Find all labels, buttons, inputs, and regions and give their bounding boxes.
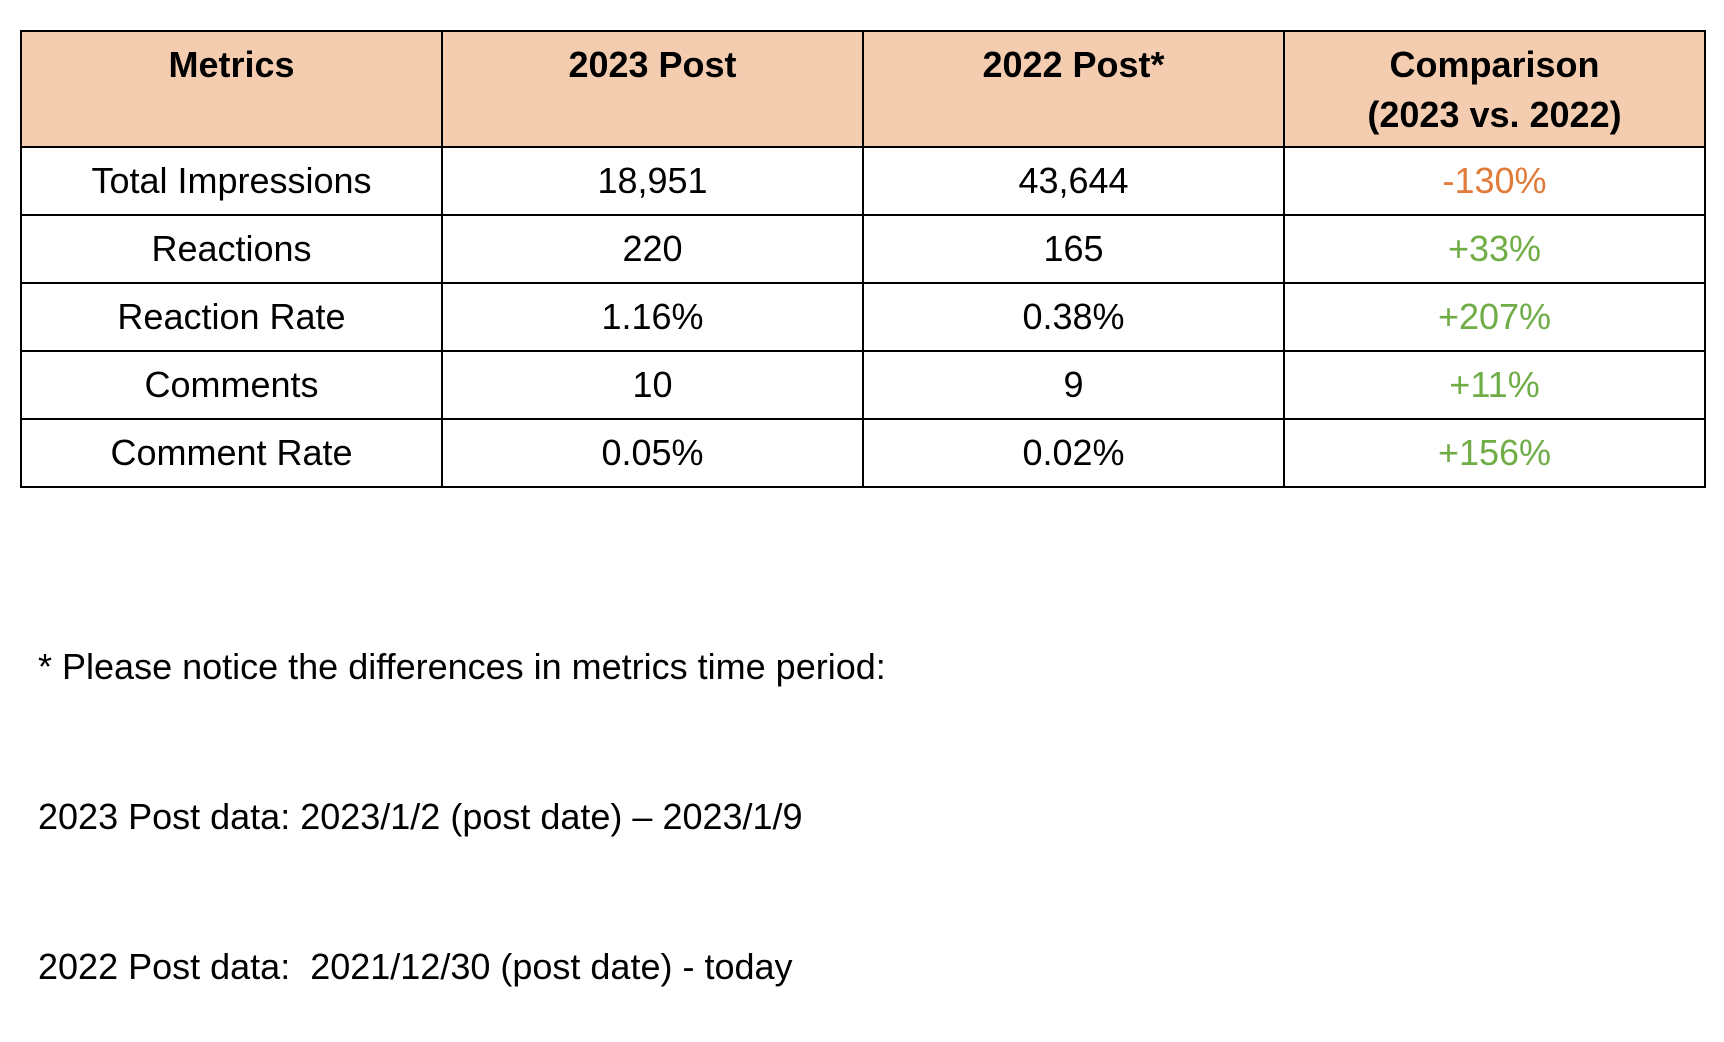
value-2022-cell: 0.02% (862, 418, 1285, 488)
metric-name-cell: Comments (20, 350, 443, 420)
metrics-comparison-table: Metrics 2023 Post 2022 Post* Comparison … (20, 30, 1706, 488)
comparison-cell: -130% (1283, 146, 1706, 216)
table-row: Comments 10 9 +11% (20, 350, 1706, 420)
header-2022-post: 2022 Post* (862, 30, 1285, 148)
table-row: Total Impressions 18,951 43,644 -130% (20, 146, 1706, 216)
value-2023-cell: 220 (441, 214, 864, 284)
comparison-cell: +33% (1283, 214, 1706, 284)
header-label: Comparison (1389, 44, 1600, 85)
footnote: * Please notice the differences in metri… (38, 542, 886, 1042)
comparison-cell: +11% (1283, 350, 1706, 420)
value-2022-cell: 0.38% (862, 282, 1285, 352)
metric-name-cell: Total Impressions (20, 146, 443, 216)
table-header-row: Metrics 2023 Post 2022 Post* Comparison … (20, 30, 1706, 148)
header-2023-post: 2023 Post (441, 30, 864, 148)
value-2023-cell: 0.05% (441, 418, 864, 488)
footnote-line: * Please notice the differences in metri… (38, 646, 886, 687)
metric-name-cell: Reaction Rate (20, 282, 443, 352)
header-sublabel: (2023 vs. 2022) (1367, 94, 1622, 135)
footnote-line: 2022 Post data: 2021/12/30 (post date) -… (38, 946, 793, 987)
value-2022-cell: 43,644 (862, 146, 1285, 216)
header-metrics: Metrics (20, 30, 443, 148)
table-row: Comment Rate 0.05% 0.02% +156% (20, 418, 1706, 488)
footnote-line: 2023 Post data: 2023/1/2 (post date) – 2… (38, 796, 803, 837)
comparison-cell: +156% (1283, 418, 1706, 488)
table-row: Reaction Rate 1.16% 0.38% +207% (20, 282, 1706, 352)
value-2023-cell: 18,951 (441, 146, 864, 216)
metric-name-cell: Comment Rate (20, 418, 443, 488)
value-2023-cell: 1.16% (441, 282, 864, 352)
metric-name-cell: Reactions (20, 214, 443, 284)
comparison-cell: +207% (1283, 282, 1706, 352)
value-2023-cell: 10 (441, 350, 864, 420)
header-label: 2023 Post (568, 44, 737, 85)
header-label: Metrics (168, 44, 295, 85)
value-2022-cell: 9 (862, 350, 1285, 420)
header-label: 2022 Post* (982, 44, 1165, 85)
value-2022-cell: 165 (862, 214, 1285, 284)
table-row: Reactions 220 165 +33% (20, 214, 1706, 284)
header-comparison: Comparison (2023 vs. 2022) (1283, 30, 1706, 148)
